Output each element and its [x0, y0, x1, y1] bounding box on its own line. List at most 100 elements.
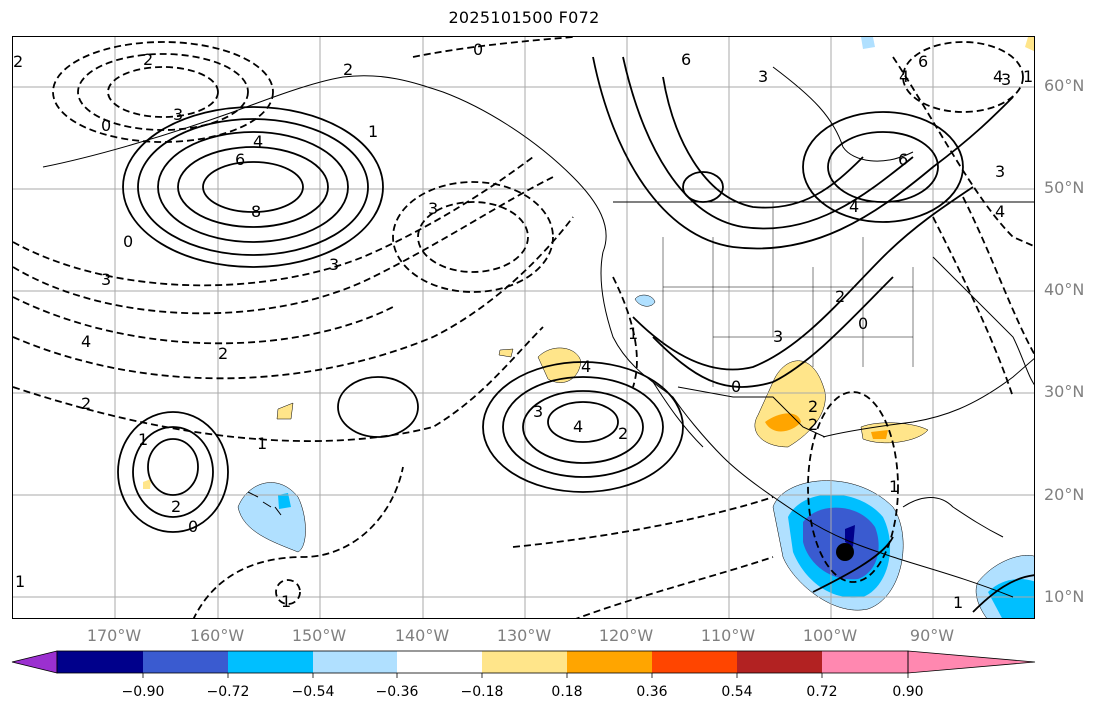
contour-neg-band-3: [13, 296, 394, 345]
lat-label: 60°N: [1044, 76, 1085, 95]
contour-high-3: [157, 131, 349, 243]
contour-labels: 8 6 4 3 2 1 6 3 4 2 1 2 2 3 1 1 0 6 4 3 …: [13, 40, 1033, 612]
colorbar-extend-low: [11, 650, 58, 674]
contour-neg-band-5: [13, 326, 544, 442]
border-us-mex: [677, 386, 826, 438]
contour-label: 8: [251, 202, 261, 221]
contour-label: 6: [235, 150, 245, 169]
contour-label: 2: [81, 394, 91, 413]
contour-label: 2: [835, 287, 845, 306]
contour-neg-band-4: [13, 216, 574, 380]
contour-high-5: [202, 161, 304, 213]
contour-neg-band-1: [13, 156, 534, 287]
contour-ridge-1: [592, 56, 1014, 250]
graticule: [13, 37, 1034, 618]
colorbar-segment: [652, 651, 737, 673]
shading-positive-gulf-inner: [871, 430, 888, 439]
lat-label: 40°N: [1044, 280, 1085, 299]
lon-label: 120°W: [598, 626, 654, 645]
contour-label: 4: [899, 67, 909, 86]
shading-negative-top: [861, 37, 875, 49]
contour-label: 0: [731, 377, 741, 396]
shading-negative-sw-inner: [278, 493, 291, 509]
shading-negative-strongest: [845, 525, 855, 547]
contour-baja-2: [502, 376, 664, 478]
colorbar-extend-high: [907, 650, 1036, 674]
contour-label: 0: [188, 517, 198, 536]
contour-label: 4: [849, 197, 859, 216]
contour-label: 2: [808, 397, 818, 416]
colorbar-segment: [313, 651, 397, 673]
contour-label: 3: [1001, 70, 1011, 89]
contour-neg-east-1: [892, 56, 1034, 248]
contour-small-6: [682, 171, 724, 203]
lon-label: 100°W: [802, 626, 858, 645]
contour-label: 0: [858, 314, 868, 333]
coast-yucatan: [902, 497, 1004, 538]
coast-east: [932, 256, 1034, 385]
contour-low-ak-3: [107, 66, 219, 118]
contour-label: 3: [173, 105, 183, 124]
contour-neg-sw: [193, 466, 404, 618]
contour-neg-band-2: [13, 176, 554, 315]
contour-label: 1: [368, 122, 378, 141]
contour-label: 3: [995, 162, 1005, 181]
shading-positive-gulf: [860, 422, 929, 444]
contour-neg-center: [392, 181, 554, 293]
contour-label: 1: [257, 434, 267, 453]
contour-neg-mex: [807, 391, 899, 583]
contour-label: 0: [123, 232, 133, 251]
contour-label: 1: [953, 593, 963, 612]
contour-sw-1: [117, 411, 229, 533]
lat-label: 20°N: [1044, 485, 1085, 504]
contour-label: 3: [533, 402, 543, 421]
colorbar-segment: [143, 651, 228, 673]
contour-high-1: [122, 106, 384, 268]
contour-ne-high-2: [827, 131, 939, 203]
contour-label: 4: [993, 67, 1003, 86]
contour-low-ak-2: [77, 53, 249, 131]
contour-label: 2: [218, 344, 228, 363]
contour-se-1: [972, 574, 1034, 613]
contour-low-ak-1: [52, 41, 274, 143]
lon-label: 130°W: [496, 626, 552, 645]
colorbar-tick-label: −0.72: [206, 684, 250, 700]
coast-west-us: [600, 251, 1014, 598]
lat-label: 30°N: [1044, 382, 1085, 401]
contours-negative: [13, 37, 1034, 618]
shading-layer: [143, 37, 1034, 618]
contour-label: 2: [143, 50, 153, 69]
lon-label: 90°W: [909, 626, 955, 645]
contour-small-2: [337, 376, 419, 438]
shading-positive-ne: [1025, 37, 1034, 52]
lon-label: 110°W: [700, 626, 756, 645]
lat-label: 50°N: [1044, 178, 1085, 197]
contour-ridge-3: [662, 76, 864, 209]
contour-neg-top: [412, 37, 574, 58]
contour-label: 3: [773, 327, 783, 346]
colorbar-segment: [567, 651, 652, 673]
contour-high-4: [177, 146, 329, 228]
contour-label: 0: [101, 116, 111, 135]
contour-label: 1: [138, 430, 148, 449]
contour-label: 2: [343, 60, 353, 79]
contour-neg-w-coast: [612, 276, 638, 388]
shading-negative-strong: [803, 507, 879, 580]
contour-label: 4: [573, 417, 583, 436]
contour-baja-4: [547, 401, 619, 443]
contour-label: 1: [1023, 67, 1033, 86]
contour-ne-high: [802, 111, 964, 223]
contour-high-2: [137, 118, 369, 256]
contour-label: 4: [995, 202, 1005, 221]
contour-label: 4: [253, 132, 263, 151]
colorbar-tick-label: −0.18: [460, 684, 504, 700]
contour-label: 6: [681, 50, 691, 69]
colorbar-tick-label: −0.90: [121, 684, 165, 700]
contour-label: 3: [428, 199, 438, 218]
contour-label: 4: [581, 357, 591, 376]
contour-neg-trop: [512, 496, 774, 548]
contour-trough-link-2: [652, 276, 894, 388]
coast-alaska: [42, 75, 607, 253]
contour-sw-2: [132, 426, 214, 518]
coastlines: [42, 66, 1034, 598]
